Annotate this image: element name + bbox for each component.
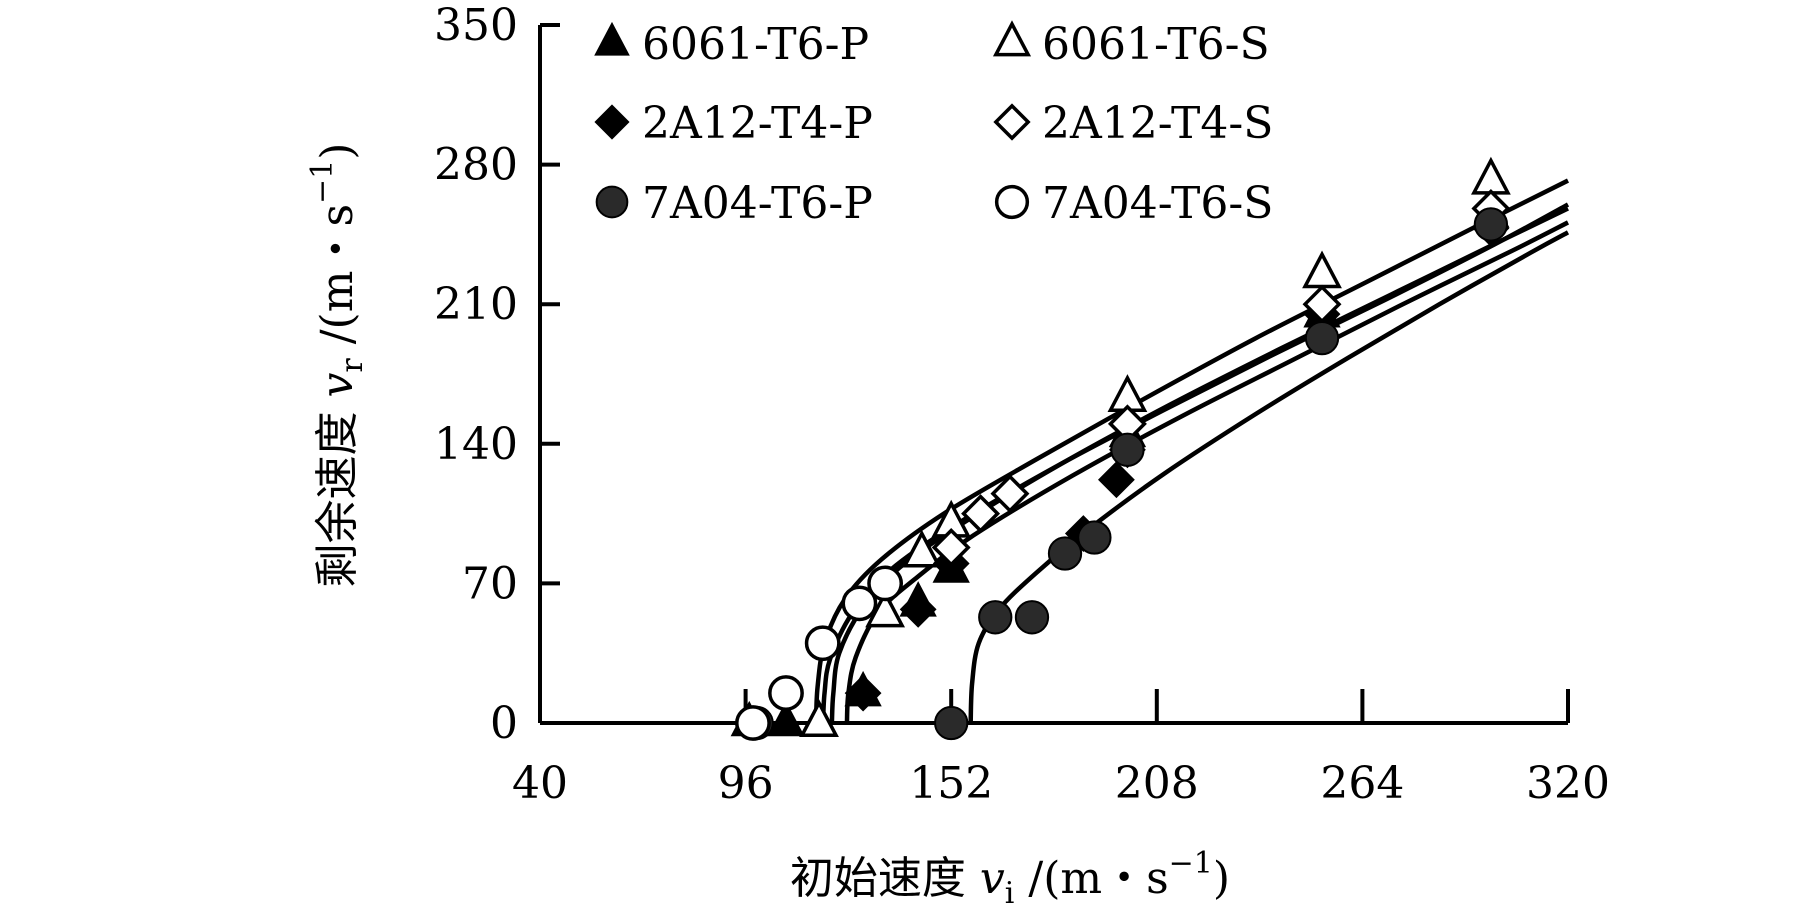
x-tick-label: 96 xyxy=(718,758,774,809)
legend-marker-7A04-T6-P xyxy=(595,185,629,219)
y-tick-label: 0 xyxy=(490,698,518,749)
legend-marker-2A12-T4-S xyxy=(993,103,1031,141)
x-tick-label: 208 xyxy=(1115,758,1199,809)
point-7A04-T6-P xyxy=(1304,320,1340,356)
point-7A04-T6-P xyxy=(1110,432,1145,467)
x-axis-title: 初始速度 vi /(m・s−1) xyxy=(790,846,1230,910)
legend-marker-7A04-T6-S xyxy=(994,184,1030,220)
point-7A04-T6-P xyxy=(1014,600,1050,635)
point-7A04-T6-S xyxy=(867,565,904,602)
x-tick-label: 152 xyxy=(909,758,993,809)
point-6061-T6-S xyxy=(799,699,839,738)
point-2A12-T4-S xyxy=(931,528,971,567)
fit-curve-2A12-T4-P xyxy=(844,220,1570,724)
point-2A12-T4-P xyxy=(844,674,882,712)
point-7A04-T6-S xyxy=(841,585,878,622)
data-markers xyxy=(730,156,1511,741)
y-tick-label: 280 xyxy=(434,140,518,191)
legend-label-2A12-T4-S: 2A12-T4-S xyxy=(1042,98,1273,149)
legend: 6061-T6-P 6061-T6-S 2A12-T4-P 2A12-T4-S 7A04… xyxy=(594,19,1273,229)
x-tick-label: 264 xyxy=(1320,758,1404,809)
legend-label-7A04-T6-P: 7A04-T6-P xyxy=(642,178,873,229)
point-7A04-T6-S xyxy=(768,675,804,711)
point-7A04-T6-P xyxy=(978,600,1013,635)
point-2A12-T4-P xyxy=(899,590,937,628)
point-7A04-T6-P xyxy=(1077,520,1112,555)
legend-marker-2A12-T4-P xyxy=(594,104,630,140)
fit-curve-6061-T6-P xyxy=(820,202,1570,724)
x-tick-label: 320 xyxy=(1526,758,1610,809)
axes: 40 96 152 208 264 320 0 70 140 210 280 350 初始速度 vi /… xyxy=(305,0,1610,910)
point-6061-T6-S xyxy=(1302,250,1342,289)
point-2A12-T4-S xyxy=(961,494,1001,534)
point-6061-T6-S xyxy=(901,529,942,568)
y-tick-label: 70 xyxy=(462,558,518,609)
legend-label-6061-T6-P: 6061-T6-P xyxy=(642,19,869,70)
point-7A04-T6-P xyxy=(1473,207,1509,242)
legend-label-2A12-T4-P: 2A12-T4-P xyxy=(642,98,873,149)
legend-label-6061-T6-S: 6061-T6-S xyxy=(1042,19,1270,70)
point-6061-T6-P xyxy=(767,700,805,737)
point-7A04-T6-P xyxy=(934,705,969,741)
y-tick-label: 140 xyxy=(434,419,518,470)
legend-marker-6061-T6-S xyxy=(992,20,1032,57)
fit-curve-2A12-T4-S xyxy=(829,206,1569,724)
fit-curves xyxy=(813,178,1570,724)
y-tick-label: 350 xyxy=(434,0,518,51)
x-tick-label: 40 xyxy=(512,758,568,809)
point-6061-T6-S xyxy=(865,589,906,628)
y-tick-label: 210 xyxy=(434,279,518,330)
point-7A04-T6-P xyxy=(1047,536,1083,571)
point-2A12-T4-S xyxy=(990,474,1030,514)
point-7A04-T6-S xyxy=(735,705,771,741)
point-2A12-T4-P xyxy=(1098,461,1135,499)
legend-marker-6061-T6-P xyxy=(594,21,630,56)
fit-curve-7A04-T6-P xyxy=(968,230,1570,724)
point-6061-T6-S xyxy=(1471,156,1511,195)
legend-label-7A04-T6-S: 7A04-T6-S xyxy=(1042,178,1273,229)
y-axis-title: 剩余速度 vr /(m・s−1) xyxy=(305,143,370,588)
point-7A04-T6-S xyxy=(804,625,841,662)
